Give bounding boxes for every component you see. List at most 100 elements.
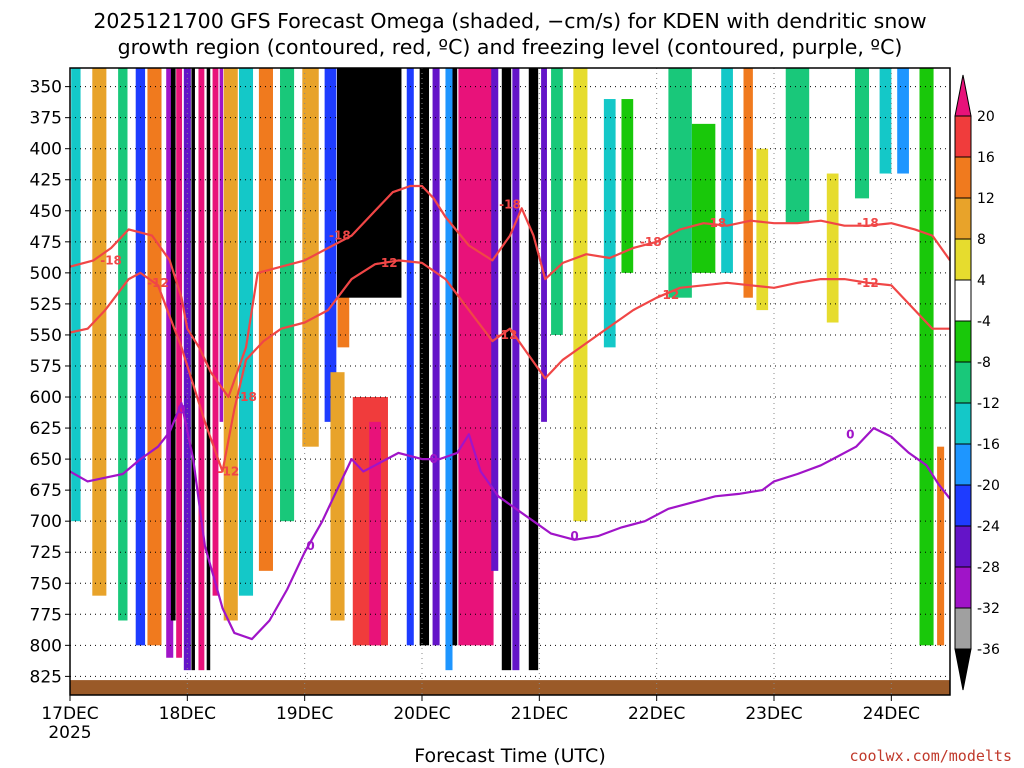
colorbar-swatch-5 — [954, 279, 972, 322]
omega-cell-48 — [879, 68, 892, 174]
colorbar-swatch-2 — [954, 156, 972, 199]
contours: -18 -18 -18 -18 -18 -18 -18 -12 -12 -12 -12 -12 -12 0… — [70, 184, 950, 641]
omega-cell-19 — [324, 68, 337, 422]
omega-cell-21 — [336, 68, 402, 298]
omega-cell-0 — [71, 68, 81, 522]
y-tick-label-2: 400 — [30, 140, 62, 160]
y-tick-label-12: 650 — [30, 450, 62, 470]
omega-cell-25 — [406, 68, 414, 646]
y-tick-label-13: 675 — [30, 481, 62, 501]
omega-cell-34 — [528, 68, 539, 671]
y-tick-label-19: 825 — [30, 667, 62, 687]
contour-label--12C-4: -12 — [857, 276, 879, 290]
credit-text: coolwx.com/modelts — [849, 747, 1012, 765]
colorbar-label-12: -32 — [977, 601, 1000, 617]
colorbar-label-4: 4 — [977, 273, 986, 289]
omega-cell-22 — [330, 372, 345, 621]
omega-cell-24 — [369, 421, 381, 646]
omega-cell-5 — [166, 68, 174, 658]
y-tick-label-16: 750 — [30, 574, 62, 594]
y-tick-label-10: 600 — [30, 388, 62, 408]
y-tick-label-3: 425 — [30, 171, 62, 191]
gridlines — [70, 68, 950, 695]
colorbar-label-13: -36 — [977, 642, 1000, 658]
omega-cell-28 — [445, 68, 453, 671]
contour-label--18C-3: -18 — [640, 235, 662, 249]
contour--18C — [70, 184, 950, 399]
colorbar-label-0: 20 — [977, 109, 995, 125]
omega-cell-43 — [743, 68, 753, 298]
colorbar-label-11: -28 — [977, 560, 1000, 576]
colorbar-label-9: -20 — [977, 478, 1000, 494]
omega-cell-9 — [191, 68, 195, 671]
x-tick-label-4: 21DEC — [511, 704, 568, 724]
contour-label-0C-1: 0 — [306, 539, 314, 553]
contour-label--18C-1: -18 — [329, 229, 351, 243]
y-tick-label-15: 725 — [30, 543, 62, 563]
contour-label--12C-2: -12 — [496, 328, 518, 342]
omega-cell-45 — [785, 68, 810, 224]
colorbar-label-3: 8 — [977, 232, 986, 248]
omega-cell-38 — [603, 99, 616, 348]
colorbar: 20 16 12 8 4 -4 -8 -12 -16 -20 -24 -28 -32 -36 — [954, 74, 1000, 691]
y-tick-label-1: 375 — [30, 109, 62, 129]
omega-cell-16 — [258, 68, 273, 571]
omega-cell-31 — [491, 68, 499, 571]
omega-cell-6 — [170, 68, 176, 621]
x-tick-label-6: 23DEC — [745, 704, 802, 724]
contour-label-0C-4: 0 — [846, 427, 854, 441]
colorbar-swatch-6 — [954, 320, 972, 363]
colorbar-swatch-11 — [954, 525, 972, 568]
x-year-label: 2025 — [48, 723, 91, 743]
colorbar-swatch-0 — [954, 74, 972, 117]
omega-cell-32 — [501, 68, 512, 671]
x-axis: 17DEC 18DEC 19DEC 20DEC 21DEC 22DEC 23DEC 24DEC — [41, 695, 920, 724]
colorbar-swatch-3 — [954, 197, 972, 240]
colorbar-swatch-1 — [954, 115, 972, 158]
contour-0C — [70, 402, 950, 641]
plot-border — [69, 67, 951, 696]
y-tick-label-11: 625 — [30, 419, 62, 439]
y-tick-label-18: 800 — [30, 636, 62, 656]
y-tick-label-0: 350 — [30, 78, 62, 98]
colorbar-label-7: -12 — [977, 396, 1000, 412]
omega-cell-35 — [541, 68, 547, 422]
colorbar-label-6: -8 — [977, 355, 991, 371]
omega-cell-17 — [280, 68, 295, 522]
omega-cell-14 — [223, 68, 238, 621]
contour-label--12C-0: -12 — [147, 276, 169, 290]
chart-title-line1: 2025121700 GFS Forecast Omega (shaded, −… — [93, 9, 926, 33]
omega-cell-1 — [92, 68, 107, 596]
y-tick-label-7: 525 — [30, 295, 62, 315]
contour-label--12C-1: -12 — [376, 256, 398, 270]
colorbar-swatch-14 — [954, 648, 972, 691]
omega-cell-29 — [452, 68, 458, 646]
omega-cell-37 — [573, 68, 588, 522]
colorbar-label-1: 16 — [977, 150, 995, 166]
contour-label--18C-0: -18 — [100, 253, 122, 267]
colorbar-label-2: 12 — [977, 191, 995, 207]
omega-cell-26 — [419, 68, 430, 646]
omega-cell-50 — [919, 68, 934, 646]
plot-area: -18 -18 -18 -18 -18 -18 -18 -12 -12 -12 -12 -12 -12 0… — [69, 67, 951, 696]
omega-cell-33 — [512, 68, 520, 671]
terrain — [70, 680, 950, 695]
omega-cell-49 — [897, 68, 909, 174]
colorbar-label-8: -16 — [977, 437, 1000, 453]
colorbar-swatch-10 — [954, 484, 972, 527]
omega-cell-2 — [118, 68, 128, 621]
x-tick-label-0: 17DEC — [41, 704, 98, 724]
contour-label-0C-2: 0 — [430, 452, 438, 466]
colorbar-swatch-9 — [954, 443, 972, 486]
omega-cell-42 — [721, 68, 733, 273]
colorbar-swatch-4 — [954, 238, 972, 281]
x-axis-label: Forecast Time (UTC) — [414, 745, 605, 767]
omega-cell-3 — [135, 68, 146, 646]
terrain-fill — [70, 680, 950, 695]
colorbar-swatch-12 — [954, 566, 972, 609]
omega-cell-12 — [212, 68, 219, 596]
y-tick-label-14: 700 — [30, 512, 62, 532]
contour-label--12C-3: -12 — [658, 288, 680, 302]
omega-cell-40 — [668, 68, 692, 298]
